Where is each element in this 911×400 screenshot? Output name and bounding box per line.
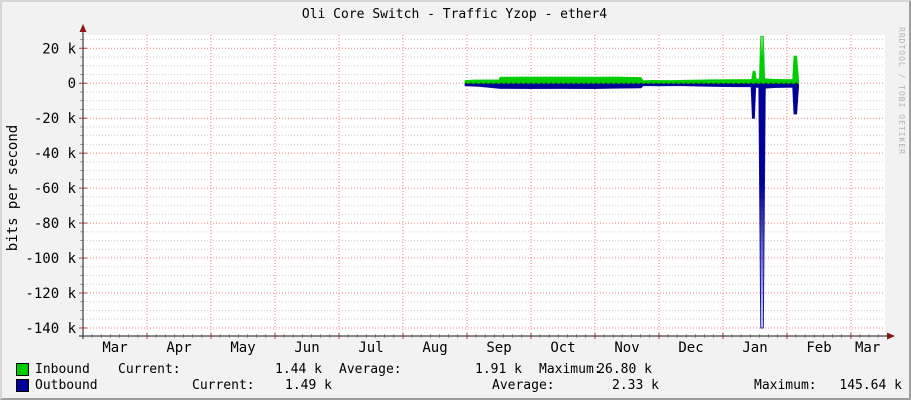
- x-tick-label: Oct: [550, 340, 575, 356]
- x-tick-label: May: [230, 340, 255, 356]
- x-tick-label: Mar: [102, 340, 127, 356]
- x-tick-label: Nov: [614, 340, 639, 356]
- y-tick-label: 0: [68, 76, 76, 92]
- inbound-label: Inbound: [35, 362, 90, 377]
- legend-row-inbound: Inbound Current: 1.44 k Average: 1.91 k …: [2, 362, 909, 377]
- y-axis-arrow: [79, 24, 87, 32]
- outbound-area: [464, 82, 800, 329]
- x-tick-label: Jan: [742, 340, 767, 356]
- y-tick-label: -60 k: [34, 181, 77, 197]
- inbound-maximum-label: Maximum:: [539, 362, 602, 377]
- legend-row-outbound: Outbound Current: 1.49 k Average: 2.33 k…: [2, 378, 909, 393]
- inbound-average-value: 1.91 k: [475, 362, 522, 377]
- y-tick-label: -80 k: [34, 216, 77, 232]
- inbound-swatch: [16, 363, 29, 376]
- x-tick-label: Feb: [806, 340, 831, 356]
- inbound-maximum-value: 26.80 k: [597, 362, 652, 377]
- outbound-average-label: Average:: [492, 378, 555, 393]
- outbound-label: Outbound: [35, 378, 98, 393]
- y-tick-label: -40 k: [34, 146, 77, 162]
- chart-title: Oli Core Switch - Traffic Yzop - ether4: [301, 7, 608, 22]
- y-tick-label: -20 k: [34, 111, 77, 127]
- x-tick-label: Jul: [358, 340, 383, 356]
- inbound-current-label: Current:: [118, 362, 181, 377]
- x-tick-label: Apr: [166, 340, 191, 356]
- x-tick-label: Sep: [486, 340, 511, 356]
- x-axis-arrow: [887, 332, 895, 340]
- rrdtool-watermark: RRDTOOL / TOBI OETIKER: [897, 27, 906, 155]
- outbound-swatch: [16, 379, 29, 392]
- x-tick-label: Jun: [294, 340, 319, 356]
- y-tick-label: 20 k: [42, 41, 76, 57]
- outbound-current-label: Current:: [192, 378, 255, 393]
- outbound-maximum-value: 145.64 k: [839, 378, 902, 393]
- x-tick-label: Dec: [678, 340, 703, 356]
- x-tick-label: Mar: [855, 340, 880, 356]
- outbound-average-value: 2.33 k: [612, 378, 659, 393]
- inbound-average-label: Average:: [339, 362, 402, 377]
- inbound-current-value: 1.44 k: [275, 362, 322, 377]
- outbound-maximum-label: Maximum:: [754, 378, 817, 393]
- x-tick-label: Aug: [422, 340, 447, 356]
- y-tick-label: -120 k: [25, 286, 76, 302]
- inbound-area: [464, 35, 800, 84]
- y-tick-label: -140 k: [25, 321, 76, 337]
- y-tick-label: -100 k: [25, 251, 76, 267]
- outbound-current-value: 1.49 k: [285, 378, 332, 393]
